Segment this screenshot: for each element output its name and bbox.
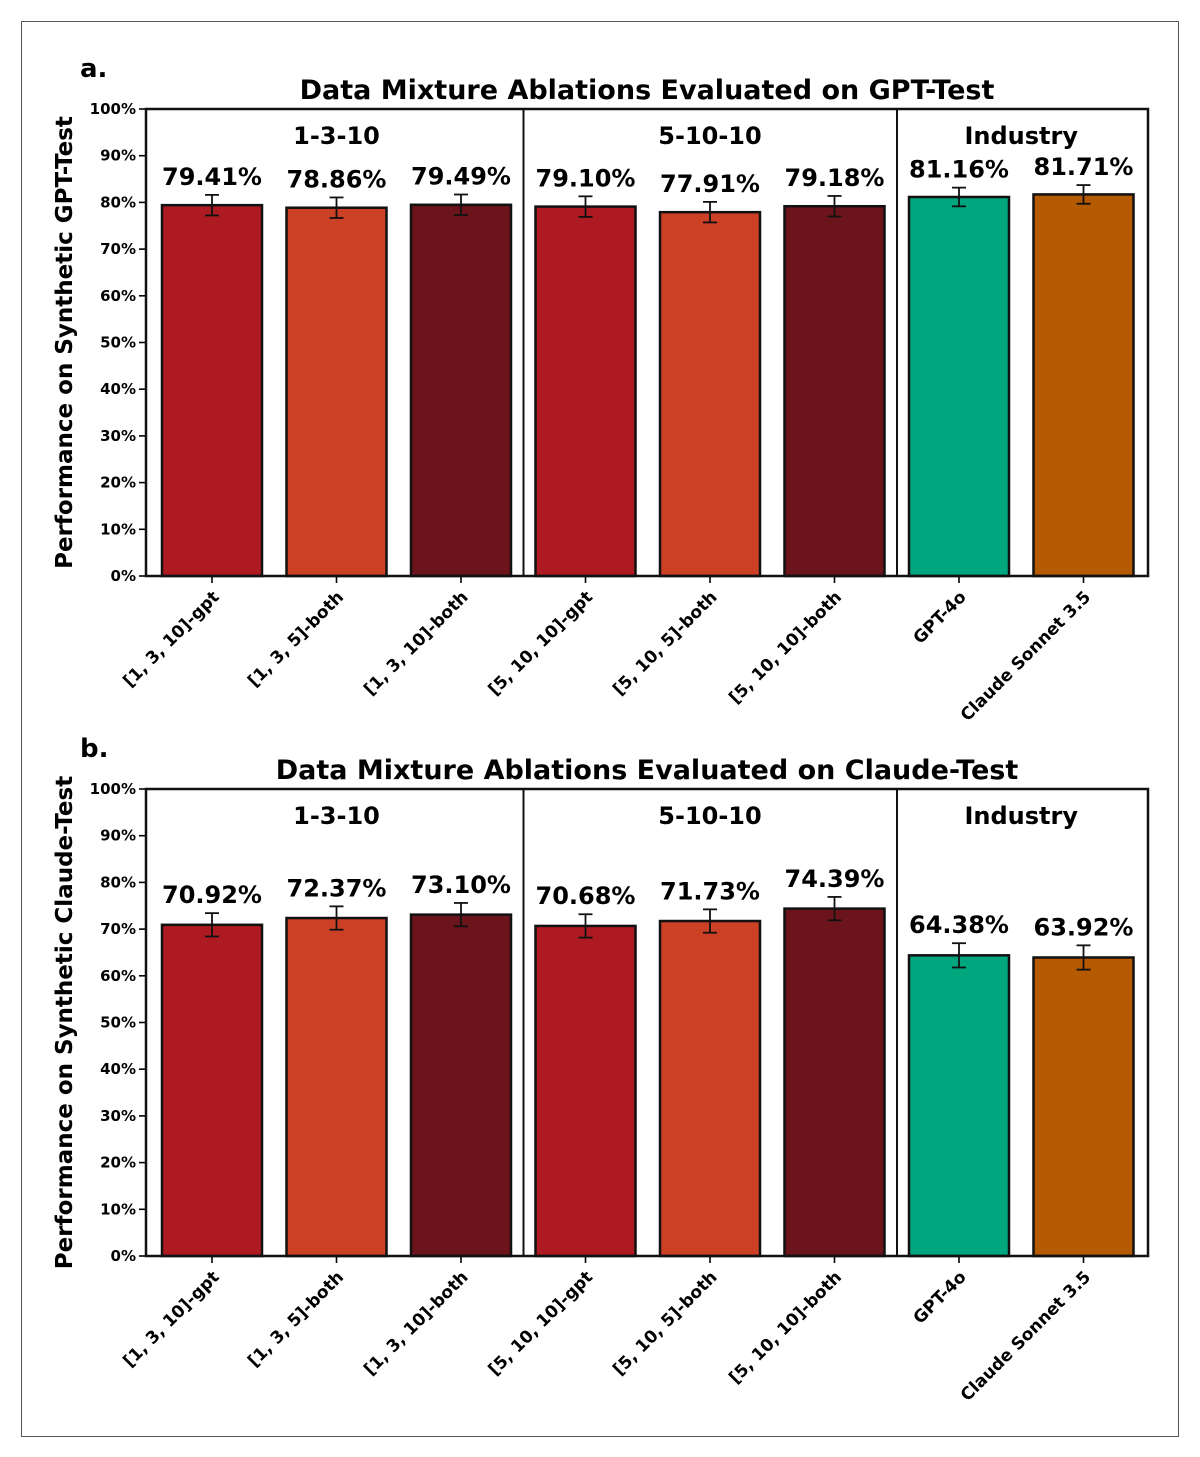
bar bbox=[1032, 193, 1135, 578]
y-tick-label: 90% bbox=[100, 827, 136, 845]
y-tick-label: 0% bbox=[111, 1247, 136, 1265]
y-axis-label: Performance on Synthetic GPT-Test bbox=[52, 116, 78, 569]
y-tick-label: 70% bbox=[100, 920, 136, 938]
x-tick-label: [5, 10, 5]-both bbox=[609, 587, 721, 699]
bar-value-label: 79.41% bbox=[162, 163, 262, 191]
y-tick-label: 0% bbox=[111, 567, 136, 585]
y-tick-label: 80% bbox=[100, 193, 136, 211]
y-tick-label: 10% bbox=[100, 520, 136, 538]
x-tick-label: [1, 3, 10]-gpt bbox=[119, 587, 223, 691]
y-tick-label: 40% bbox=[100, 380, 136, 398]
x-tick-label: Claude Sonnet 3.5 bbox=[957, 1267, 1095, 1405]
panel-label: b. bbox=[80, 734, 109, 764]
y-tick-label: 30% bbox=[100, 427, 136, 445]
group-label: 1-3-10 bbox=[293, 122, 380, 150]
panel-label: a. bbox=[80, 54, 107, 84]
bar bbox=[160, 203, 264, 578]
bar-value-label: 79.49% bbox=[411, 163, 511, 191]
chart-title: Data Mixture Ablations Evaluated on Clau… bbox=[276, 755, 1019, 786]
y-tick-label: 90% bbox=[100, 147, 136, 165]
bar bbox=[409, 913, 513, 1258]
y-tick-label: 100% bbox=[90, 780, 136, 798]
bar bbox=[783, 204, 886, 578]
bar bbox=[409, 203, 513, 578]
bar bbox=[285, 206, 388, 578]
y-tick-label: 50% bbox=[100, 1014, 136, 1032]
y-tick-label: 50% bbox=[100, 334, 136, 352]
y-axis-label: Performance on Synthetic Claude-Test bbox=[52, 776, 78, 1269]
y-tick-label: 70% bbox=[100, 240, 136, 258]
x-tick-label: [5, 10, 10]-gpt bbox=[485, 587, 597, 699]
bar-value-label: 77.91% bbox=[660, 170, 760, 198]
chart-title: Data Mixture Ablations Evaluated on GPT-… bbox=[300, 75, 995, 106]
group-label: Industry bbox=[964, 122, 1078, 150]
x-tick-label: [5, 10, 10]-both bbox=[725, 1267, 846, 1388]
x-tick-label: Claude Sonnet 3.5 bbox=[957, 587, 1095, 725]
bar-value-label: 71.73% bbox=[660, 877, 760, 905]
bar bbox=[160, 923, 264, 1258]
y-tick-label: 80% bbox=[100, 873, 136, 891]
y-tick-label: 100% bbox=[90, 100, 136, 118]
bar-value-label: 74.39% bbox=[785, 865, 885, 893]
bar-value-label: 81.16% bbox=[909, 156, 1009, 184]
bar bbox=[658, 210, 762, 578]
bar bbox=[907, 195, 1011, 578]
y-tick-label: 40% bbox=[100, 1060, 136, 1078]
x-tick-label: [5, 10, 10]-both bbox=[725, 587, 846, 708]
y-tick-label: 30% bbox=[100, 1107, 136, 1125]
x-tick-label: [1, 3, 10]-both bbox=[360, 1267, 472, 1379]
bar bbox=[783, 907, 886, 1258]
bar-value-label: 73.10% bbox=[411, 871, 511, 899]
x-tick-label: [1, 3, 5]-both bbox=[244, 1267, 348, 1371]
bar bbox=[1032, 956, 1135, 1258]
figure-frame bbox=[21, 21, 1179, 1437]
bar bbox=[907, 954, 1011, 1258]
x-tick-label: GPT-4o bbox=[910, 587, 971, 648]
x-tick-label: [1, 3, 5]-both bbox=[244, 587, 348, 691]
x-tick-label: [1, 3, 10]-gpt bbox=[119, 1267, 223, 1371]
bar-value-label: 72.37% bbox=[287, 874, 387, 902]
bar bbox=[285, 916, 388, 1258]
y-tick-label: 60% bbox=[100, 287, 136, 305]
x-tick-label: GPT-4o bbox=[910, 1267, 971, 1328]
axes-frame bbox=[144, 107, 1150, 578]
x-tick-label: [5, 10, 10]-gpt bbox=[485, 1267, 597, 1379]
bar-value-label: 70.68% bbox=[536, 882, 636, 910]
y-tick-label: 20% bbox=[100, 1154, 136, 1172]
x-tick-label: [5, 10, 5]-both bbox=[609, 1267, 721, 1379]
bar-value-label: 64.38% bbox=[909, 911, 1009, 939]
bar-value-label: 79.18% bbox=[785, 164, 885, 192]
y-tick-label: 60% bbox=[100, 967, 136, 985]
group-label: 1-3-10 bbox=[293, 802, 380, 830]
bar-value-label: 81.71% bbox=[1034, 153, 1134, 181]
x-tick-label: [1, 3, 10]-both bbox=[360, 587, 472, 699]
axes-frame bbox=[144, 787, 1150, 1258]
group-label: 5-10-10 bbox=[658, 802, 761, 830]
bar bbox=[534, 205, 637, 578]
group-label: Industry bbox=[964, 802, 1078, 830]
bar-value-label: 79.10% bbox=[536, 164, 636, 192]
bar bbox=[658, 919, 762, 1258]
bar-value-label: 70.92% bbox=[162, 881, 262, 909]
y-tick-label: 20% bbox=[100, 474, 136, 492]
bar-value-label: 63.92% bbox=[1034, 913, 1134, 941]
bar-value-label: 78.86% bbox=[287, 165, 387, 193]
bar bbox=[534, 924, 637, 1258]
y-tick-label: 10% bbox=[100, 1200, 136, 1218]
group-label: 5-10-10 bbox=[658, 122, 761, 150]
